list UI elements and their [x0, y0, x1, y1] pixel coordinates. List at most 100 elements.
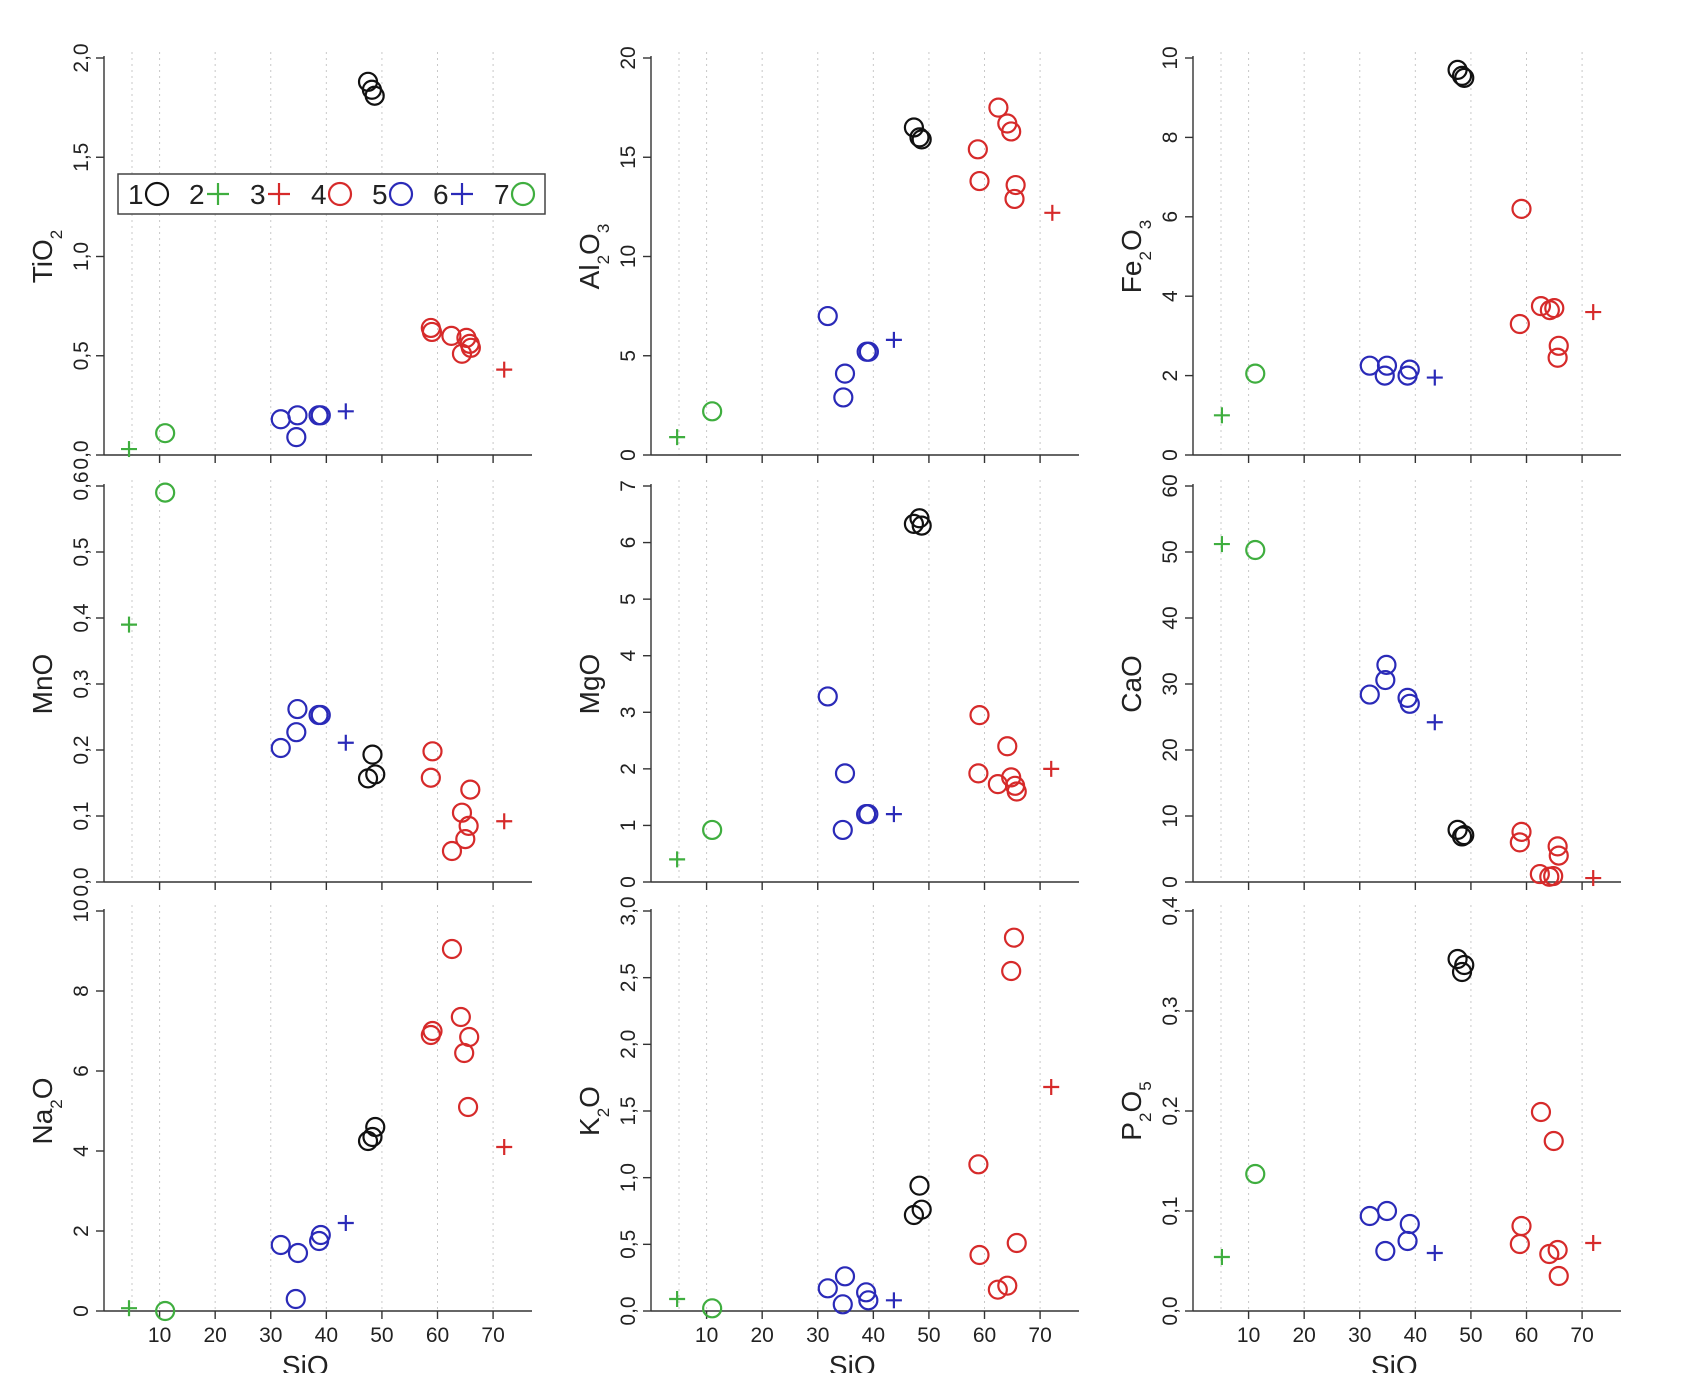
label-part: O [1116, 229, 1147, 251]
point-series-5 [817, 305, 838, 327]
y-tick-label: 1,5 [70, 143, 93, 172]
label-part: MnO [27, 654, 58, 715]
label-part: CaO [1116, 655, 1147, 713]
point-series-1 [364, 85, 385, 106]
point-series-4 [455, 828, 476, 850]
point-series-4 [441, 938, 463, 960]
x-tick-label: 20 [203, 1324, 226, 1347]
x-tick-label: 70 [481, 1324, 504, 1347]
point-series-5 [1359, 684, 1380, 705]
legend-label-2: 2 [189, 179, 205, 210]
x-tick-label: 10 [1237, 1324, 1260, 1347]
label-subscript: 2 [1136, 1113, 1155, 1122]
point-series-5 [310, 1224, 331, 1246]
point-series-4 [1511, 1215, 1532, 1237]
legend-marker-2 [207, 183, 229, 205]
point-series-5 [817, 1278, 838, 1299]
point-series-5 [1375, 669, 1396, 691]
point-series-1 [1447, 948, 1468, 970]
label-subscript: 2 [876, 1370, 885, 1374]
point-series-4 [1530, 1101, 1552, 1123]
point-series-2 [1213, 536, 1230, 553]
point-series-7 [702, 1298, 723, 1319]
y-tick-label: 0,0 [617, 1296, 640, 1325]
label-part: Na [27, 1108, 58, 1144]
point-series-4 [450, 1006, 471, 1028]
point-series-2 [669, 851, 686, 868]
y-axis-title: K2O [574, 1086, 613, 1136]
point-series-3 [496, 361, 513, 378]
y-tick-label: 2,0 [70, 43, 93, 72]
y-tick-label: 2 [1159, 370, 1182, 382]
y-tick-label: 0,0 [70, 440, 93, 469]
panel-8: 0,00,51,01,52,02,53,010 20 30 40 50 60 70K2OSi… [574, 896, 1079, 1378]
point-series-4 [422, 741, 443, 762]
point-series-4 [1509, 313, 1530, 335]
point-series-5 [285, 1288, 306, 1310]
y-tick-label: 4 [70, 1145, 93, 1157]
x-tick-label: 50 [1459, 1324, 1482, 1347]
point-series-5 [817, 686, 838, 707]
point-series-4 [1547, 836, 1568, 857]
point-series-2 [121, 1300, 138, 1317]
y-tick-label: 0 [1159, 876, 1182, 888]
point-series-2 [1213, 407, 1230, 424]
point-series-1 [903, 513, 925, 535]
x-tick-label: 10 [148, 1324, 171, 1347]
y-tick-label: 4 [1159, 290, 1182, 302]
point-series-4 [1543, 865, 1564, 887]
point-series-4 [969, 170, 990, 192]
y-tick-label: 10 [617, 245, 640, 268]
y-tick-label: 0 [70, 1305, 93, 1317]
y-tick-label: 0 [617, 876, 640, 888]
point-series-4 [1548, 1265, 1569, 1287]
point-series-4 [969, 1244, 990, 1266]
y-tick-label: 0,5 [617, 1230, 640, 1259]
point-series-5 [858, 804, 879, 825]
point-series-4 [420, 767, 441, 788]
y-tick-label: 6 [617, 537, 640, 549]
point-series-3 [1585, 304, 1602, 321]
point-series-5 [1375, 1240, 1396, 1262]
point-series-4 [441, 325, 462, 346]
y-tick-label: 0,3 [1159, 996, 1182, 1025]
point-series-4 [987, 1279, 1008, 1300]
y-tick-label: 0,1 [70, 801, 93, 830]
legend-label-4: 4 [311, 179, 327, 210]
y-tick-label: 0,4 [1159, 896, 1182, 926]
point-series-4 [968, 763, 989, 784]
x-tick-label: 30 [806, 1324, 829, 1347]
y-tick-label: 40 [1159, 606, 1182, 629]
panel-5: 0 1 2 3 4 5 6 7 MgO [574, 480, 1079, 890]
point-series-7 [155, 1300, 176, 1322]
point-series-5 [858, 1290, 879, 1311]
x-tick-label: 50 [370, 1324, 393, 1347]
point-series-5 [1376, 1200, 1398, 1222]
x-tick-label: 60 [426, 1324, 449, 1347]
point-series-7 [702, 401, 723, 422]
point-series-4 [422, 1020, 443, 1042]
y-axis-title: P2O5 [1116, 1081, 1155, 1140]
point-series-6 [1426, 1245, 1443, 1261]
point-series-3 [496, 813, 513, 830]
label-subscript: 2 [594, 255, 613, 264]
point-series-5 [270, 737, 291, 759]
point-series-4 [1003, 927, 1025, 948]
label-part: SiO [282, 1350, 329, 1373]
point-series-5 [856, 1282, 877, 1303]
y-tick-label: 5 [617, 350, 640, 362]
legend-label-1: 1 [128, 179, 144, 210]
x-tick-label: 70 [1028, 1324, 1051, 1347]
point-series-5 [1376, 355, 1398, 376]
point-series-4 [969, 705, 990, 726]
point-series-1 [362, 1126, 383, 1148]
point-series-4 [967, 139, 988, 160]
legend-label-5: 5 [372, 179, 388, 210]
label-part: Fe [1116, 261, 1147, 294]
point-series-5 [1399, 693, 1420, 714]
panel-2: 0 5 10 15 20 Al2O3 [574, 46, 1079, 463]
y-tick-label: 2 [70, 1225, 93, 1237]
